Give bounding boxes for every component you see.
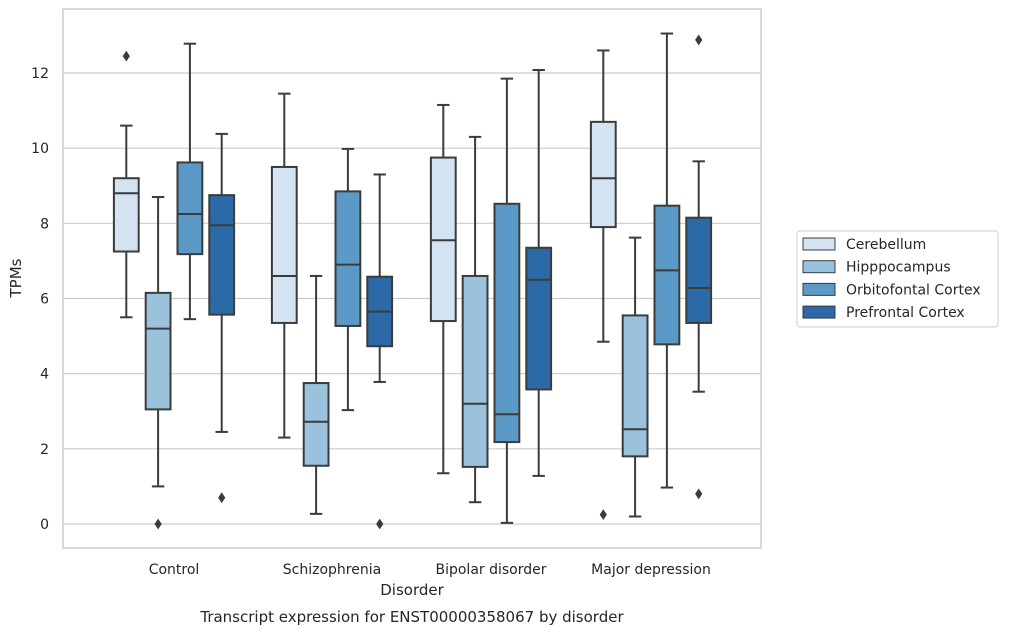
box-iqr xyxy=(493,202,521,444)
box-group xyxy=(685,34,713,500)
legend: Cerebellum Hipppocampus Orbitofontal Corte… xyxy=(796,230,999,328)
box-group xyxy=(270,92,298,439)
box-iqr xyxy=(685,216,713,324)
y-tick-label: 12 xyxy=(31,66,49,82)
x-tick-label: Control xyxy=(149,562,200,578)
x-tick-labels: Control Schizophrenia Bipolar disorder Majo… xyxy=(149,562,711,578)
box-iqr xyxy=(112,177,140,253)
box-group xyxy=(208,132,236,504)
box-iqr xyxy=(621,314,649,458)
y-tick-label: 4 xyxy=(40,367,49,383)
outlier-point xyxy=(376,518,384,530)
box-group xyxy=(589,49,617,521)
outlier-point xyxy=(695,34,703,46)
y-tick-label: 8 xyxy=(40,216,49,232)
chart-caption: Transcript expression for ENST0000035806… xyxy=(199,608,624,626)
legend-label: Orbitofontal Cortex xyxy=(846,282,981,298)
box-group xyxy=(461,135,489,504)
box-group xyxy=(429,103,457,475)
outlier-point xyxy=(695,488,703,500)
legend-swatch xyxy=(802,260,836,274)
box-group xyxy=(334,147,362,412)
box-iqr xyxy=(302,382,330,467)
plot-frame xyxy=(62,8,762,549)
box-group xyxy=(621,236,649,518)
box-group xyxy=(112,50,140,319)
legend-frame xyxy=(796,230,999,328)
y-tick-label: 10 xyxy=(31,141,49,157)
box-group xyxy=(525,68,553,477)
legend-label: Prefrontal Cortex xyxy=(846,305,965,321)
y-tick-labels: 0 2 4 6 8 10 12 xyxy=(31,66,49,533)
y-tick-label: 6 xyxy=(40,292,49,308)
box-iqr xyxy=(334,190,362,327)
outlier-point xyxy=(218,492,226,504)
box-iqr xyxy=(589,120,617,229)
legend-label: Cerebellum xyxy=(846,237,926,253)
legend-swatch xyxy=(802,305,836,319)
box-group xyxy=(144,196,172,530)
box-group xyxy=(176,42,204,321)
x-tick-label: Major depression xyxy=(591,562,711,578)
box-group xyxy=(493,77,521,524)
box-group xyxy=(366,173,394,530)
box-iqr xyxy=(176,161,204,256)
legend-swatch xyxy=(802,237,836,251)
box-iqr xyxy=(461,274,489,468)
legend-label: Hipppocampus xyxy=(846,260,951,276)
x-tick-label: Schizophrenia xyxy=(283,562,381,578)
outlier-point xyxy=(154,518,162,530)
y-axis-label: TPMs xyxy=(7,258,25,298)
y-tick-label: 2 xyxy=(40,442,49,458)
boxes xyxy=(112,32,713,530)
y-tick-label: 0 xyxy=(40,517,49,533)
legend-swatch xyxy=(802,282,836,296)
box-iqr xyxy=(270,165,298,324)
outlier-point xyxy=(599,509,607,521)
box-group xyxy=(302,274,330,515)
box-iqr xyxy=(525,246,553,391)
x-tick-label: Bipolar disorder xyxy=(435,562,546,578)
box-iqr xyxy=(208,194,236,316)
box-iqr xyxy=(144,291,172,411)
box-group xyxy=(653,32,681,489)
x-axis-label: Disorder xyxy=(380,581,444,599)
outlier-point xyxy=(122,50,130,62)
box-iqr xyxy=(653,204,681,346)
